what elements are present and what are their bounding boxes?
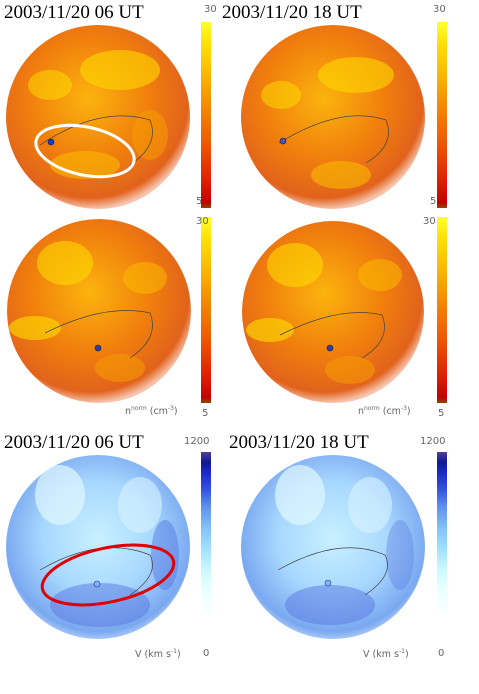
colorbar-label: V (km s-1) (363, 648, 409, 661)
velocity-sphere-image (6, 455, 190, 639)
colorbar-min: 5 (196, 196, 203, 207)
colorbar-label: nnorm (cm-3) (125, 405, 178, 418)
density-sphere-image (7, 219, 191, 403)
colorbar-min: 0 (203, 648, 210, 659)
panel-title: 2003/11/20 06 UT (4, 432, 144, 453)
highlight-ellipse-white (34, 123, 136, 179)
colorbar-max: 30 (196, 216, 209, 227)
colorbar-max: 1200 (184, 436, 210, 447)
colorbar-label: V (km s-1) (135, 648, 181, 661)
colorbar-max: 30 (204, 4, 217, 15)
density-sphere-image (6, 25, 190, 209)
colorbar-max: 1200 (420, 436, 446, 447)
colorbar-max: 30 (433, 4, 446, 15)
colorbar-min: 5 (438, 408, 445, 419)
panel-title: 2003/11/20 18 UT (222, 2, 362, 23)
velocity-colorbar (437, 452, 447, 618)
velocity-sphere-image (241, 455, 425, 639)
velocity-colorbar (201, 452, 211, 618)
panel-title: 2003/11/20 18 UT (229, 432, 369, 453)
colorbar-min: 5 (202, 408, 209, 419)
colorbar-label: nnorm (cm-3) (358, 405, 411, 418)
density-colorbar (201, 217, 211, 403)
colorbar-min: 0 (438, 648, 445, 659)
highlight-ellipse-red (40, 543, 176, 607)
density-sphere-image (242, 221, 424, 403)
density-sphere-image (241, 25, 425, 209)
density-colorbar (201, 22, 211, 208)
density-colorbar (437, 217, 447, 403)
colorbar-max: 30 (423, 216, 436, 227)
density-colorbar (437, 22, 447, 208)
panel-title: 2003/11/20 06 UT (4, 2, 144, 23)
colorbar-min: 5 (430, 196, 437, 207)
